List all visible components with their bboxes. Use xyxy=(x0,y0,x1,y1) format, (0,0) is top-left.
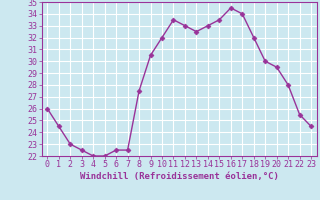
X-axis label: Windchill (Refroidissement éolien,°C): Windchill (Refroidissement éolien,°C) xyxy=(80,172,279,181)
